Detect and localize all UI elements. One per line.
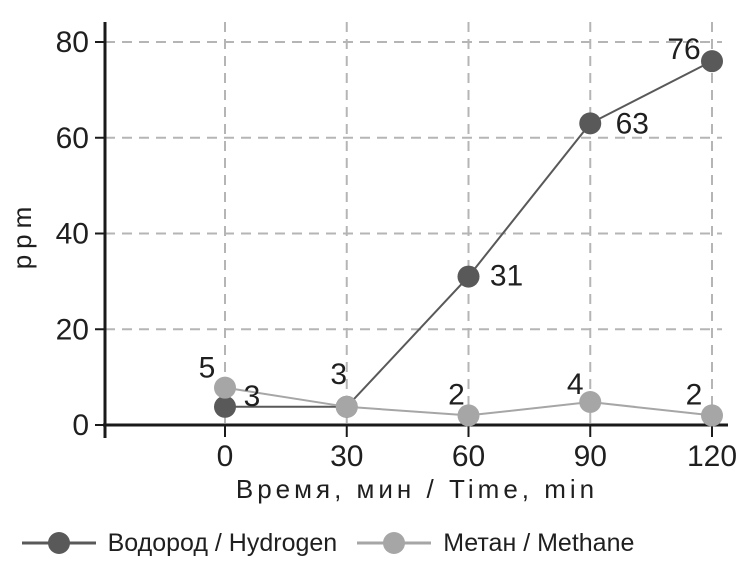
data-point xyxy=(701,50,723,73)
y-tick-label: 0 xyxy=(72,409,89,442)
y-tick-label: 80 xyxy=(56,26,89,59)
y-tick-label: 60 xyxy=(56,122,89,155)
data-point-label: 2 xyxy=(686,378,703,411)
data-point xyxy=(457,265,480,288)
data-point-labels: 3 3 31 63 76 5 2 4 2 xyxy=(199,33,703,413)
data-point xyxy=(457,404,480,427)
legend-item-hydrogen: Водород / Hydrogen xyxy=(21,528,338,558)
data-point-label: 3 xyxy=(244,380,261,413)
data-point xyxy=(214,395,236,418)
legend-item-methane: Метан / Methane xyxy=(357,529,634,558)
data-point xyxy=(579,391,602,414)
x-tick-label: 0 xyxy=(217,440,234,473)
data-point-label: 4 xyxy=(567,368,584,401)
axes: 0 20 40 60 80 0 30 60 90 120 xyxy=(56,22,737,473)
x-axis-title: Время, мин / Time, min xyxy=(236,474,598,504)
x-tick-label: 120 xyxy=(687,440,737,473)
data-point-label: 63 xyxy=(616,107,649,140)
legend-label-methane: Метан / Methane xyxy=(443,528,635,557)
gridlines xyxy=(105,22,722,425)
data-point xyxy=(579,112,602,135)
x-tick-label: 60 xyxy=(452,440,485,473)
y-tick-label: 20 xyxy=(56,313,89,346)
x-tick-label: 90 xyxy=(574,440,607,473)
legend-label-hydrogen: Водород / Hydrogen xyxy=(107,528,338,557)
data-point-label: 76 xyxy=(667,33,700,66)
y-tick-label: 40 xyxy=(56,218,89,251)
line-chart: 0 20 40 60 80 0 30 60 90 120 3 3 31 63 76 5 2 4 2 Время, … xyxy=(7,22,737,504)
data-point xyxy=(214,376,236,399)
data-point-label: 5 xyxy=(199,352,216,385)
data-point-label: 31 xyxy=(490,260,523,293)
data-point xyxy=(701,404,723,427)
methane-marker-icon xyxy=(357,532,432,554)
x-tick-label: 30 xyxy=(330,440,363,473)
data-point xyxy=(335,395,358,418)
data-point-label: 3 xyxy=(330,358,347,391)
legend: Водород / Hydrogen Метан / Methane xyxy=(0,520,656,566)
data-point-label: 2 xyxy=(448,378,465,411)
y-axis-title: ppm xyxy=(7,201,37,270)
hydrogen-marker-icon xyxy=(21,532,96,554)
data-series xyxy=(214,50,723,427)
